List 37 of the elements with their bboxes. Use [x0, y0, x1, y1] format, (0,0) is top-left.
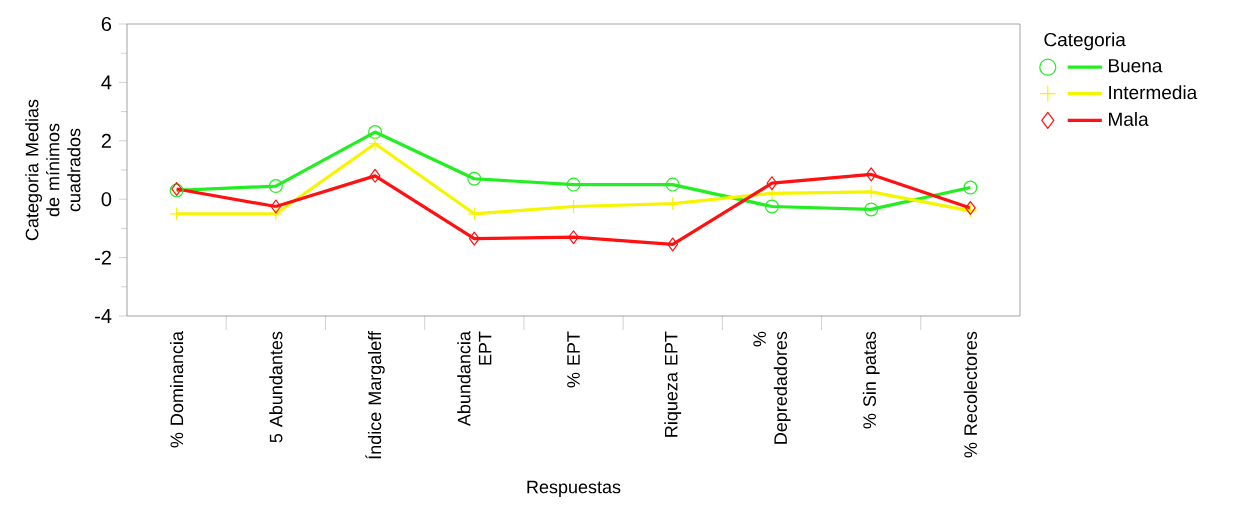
point [766, 176, 778, 191]
legend-label: Mala [1109, 112, 1149, 126]
point [963, 180, 978, 195]
x-tick-label: % EPT [567, 331, 580, 388]
point [566, 177, 581, 192]
y-tick-label: 4 [101, 75, 112, 90]
point [864, 202, 879, 217]
y-axis-title: Categoria Medias de mínimos cuadrados [25, 99, 81, 241]
y-tick-label: -2 [95, 250, 111, 265]
point [369, 168, 381, 183]
point [467, 171, 482, 186]
point [270, 199, 282, 214]
y-tick-label: 2 [101, 133, 111, 148]
point [468, 231, 480, 246]
legend-title: Categoria [1044, 32, 1126, 51]
y-tick-label: 0 [101, 192, 112, 207]
x-tick-label: Abundancia EPT [457, 331, 492, 427]
legend-label: Buena [1109, 59, 1163, 73]
x-tick-label: % Sin patas [862, 331, 880, 429]
x-tick-label: % Depredadores [753, 331, 791, 444]
legend-label: Intermedia [1109, 85, 1198, 100]
point [268, 179, 283, 194]
y-tick-label: 6 [101, 16, 112, 32]
point [865, 167, 877, 182]
x-tick-label: % Dominancia [170, 331, 184, 448]
x-axis-title: Respuestas [527, 480, 621, 497]
x-tick-label: 5 Abundantes [269, 331, 283, 443]
point [368, 136, 383, 151]
y-tick-label: -4 [95, 309, 112, 323]
x-tick-label: Riqueza EPT [664, 331, 682, 437]
x-tick-label: % Recolectores [963, 331, 978, 458]
point [368, 125, 383, 140]
point [568, 230, 579, 245]
point [764, 199, 779, 214]
point [667, 237, 679, 252]
x-tick-label: Índice Margaleff [365, 331, 385, 459]
point [665, 177, 680, 192]
